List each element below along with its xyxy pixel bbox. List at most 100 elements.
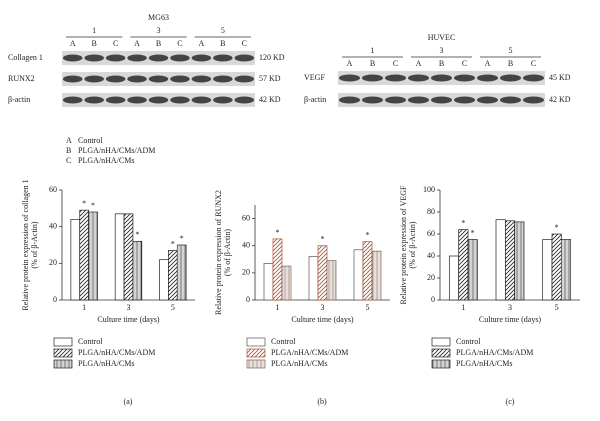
blot-size: 45 KD xyxy=(549,73,571,82)
x-tick-label: 1 xyxy=(276,303,280,312)
bar xyxy=(123,213,134,301)
bar xyxy=(458,229,469,301)
lane-label: B xyxy=(508,59,513,68)
day-label: 3 xyxy=(157,26,161,35)
lane-label: A xyxy=(70,39,76,48)
significance-star: * xyxy=(471,228,475,237)
significance-star: * xyxy=(180,234,184,243)
key-name: PLGA/nHA/CMs xyxy=(78,156,134,165)
bar xyxy=(88,211,98,301)
y-tick-label: 20 xyxy=(49,258,57,267)
band xyxy=(213,54,233,62)
lane-label: A xyxy=(198,39,204,48)
band xyxy=(213,96,233,104)
bar xyxy=(168,250,178,301)
bar xyxy=(272,238,283,301)
bar xyxy=(467,239,478,301)
significance-star: * xyxy=(461,218,465,227)
band xyxy=(477,96,498,104)
x-tick-label: 5 xyxy=(555,303,559,312)
band xyxy=(170,75,190,83)
x-tick-label: 3 xyxy=(508,303,512,312)
bar xyxy=(281,265,292,301)
significance-star: * xyxy=(135,230,139,239)
blot-size: 42 KD xyxy=(549,95,571,104)
band xyxy=(213,75,233,83)
lane-label: C xyxy=(113,39,118,48)
lane-label: A xyxy=(416,59,422,68)
x-tick-label: 5 xyxy=(171,303,175,312)
legend-swatch xyxy=(246,359,266,369)
legend-label: PLGA/nHA/CMs xyxy=(78,359,134,368)
lane-label: B xyxy=(439,59,444,68)
y-axis-label: (% of β-Actin) xyxy=(223,229,232,277)
blot-title: MG63 xyxy=(148,13,169,22)
bar xyxy=(114,213,125,301)
bar xyxy=(504,220,516,301)
lane-label: A xyxy=(134,39,140,48)
y-tick-label: 40 xyxy=(242,241,250,250)
key-letter: C xyxy=(66,156,71,165)
legend-label: PLGA/nHA/CMs/ADM xyxy=(456,348,533,357)
x-tick-label: 3 xyxy=(127,303,131,312)
y-tick-label: 0 xyxy=(431,295,435,304)
x-axis-label: Culture time (days) xyxy=(97,315,160,324)
band xyxy=(127,54,147,62)
legend-label: PLGA/nHA/CMs/ADM xyxy=(271,348,348,357)
band xyxy=(477,74,498,82)
y-tick-label: 60 xyxy=(49,185,57,194)
band xyxy=(523,96,544,104)
band xyxy=(385,96,406,104)
y-axis-label: Relative protein expression of RUNX2 xyxy=(214,190,223,315)
band xyxy=(234,75,254,83)
band xyxy=(191,75,212,83)
legend-label: Control xyxy=(271,337,296,346)
band xyxy=(127,96,147,104)
legend-swatch xyxy=(431,337,451,347)
band xyxy=(500,96,521,104)
blot-row-label: β-actin xyxy=(304,95,326,104)
bar xyxy=(326,260,337,301)
lane-label: B xyxy=(156,39,161,48)
legend-label: Control xyxy=(78,337,103,346)
x-axis-label: Culture time (days) xyxy=(479,315,542,324)
significance-star: * xyxy=(366,230,370,239)
band xyxy=(339,74,360,82)
band xyxy=(454,74,475,82)
bar xyxy=(132,240,143,301)
bar xyxy=(79,209,89,301)
lane-label: A xyxy=(485,59,491,68)
lane-label: B xyxy=(220,39,225,48)
blot-row-label: RUNX2 xyxy=(8,74,35,83)
key-name: PLGA/nHA/CMs/ADM xyxy=(78,146,155,155)
bar xyxy=(542,239,553,301)
legend-label: Control xyxy=(456,337,481,346)
blot-size: 42 KD xyxy=(259,95,281,104)
lane-label: C xyxy=(242,39,247,48)
band xyxy=(148,75,169,83)
y-tick-label: 60 xyxy=(427,229,435,238)
bar xyxy=(353,249,364,301)
band xyxy=(84,54,104,62)
band xyxy=(339,96,360,104)
band xyxy=(234,96,254,104)
y-tick-label: 40 xyxy=(49,221,57,230)
legend-swatch xyxy=(53,348,73,358)
lane-label: C xyxy=(531,59,536,68)
bar xyxy=(551,233,562,301)
band xyxy=(234,54,254,62)
y-tick-label: 0 xyxy=(53,295,57,304)
y-axis-label: (% of β-Actin) xyxy=(30,221,39,269)
band xyxy=(63,75,83,83)
band xyxy=(431,74,452,82)
x-axis-label: Culture time (days) xyxy=(291,315,354,324)
band xyxy=(170,96,190,104)
bar xyxy=(263,263,274,301)
bar xyxy=(70,218,81,301)
legend-label: PLGA/nHA/CMs xyxy=(271,359,327,368)
band xyxy=(105,75,126,83)
blot-size: 120 KD xyxy=(259,53,285,62)
bar xyxy=(362,241,373,301)
lane-label: A xyxy=(347,59,353,68)
